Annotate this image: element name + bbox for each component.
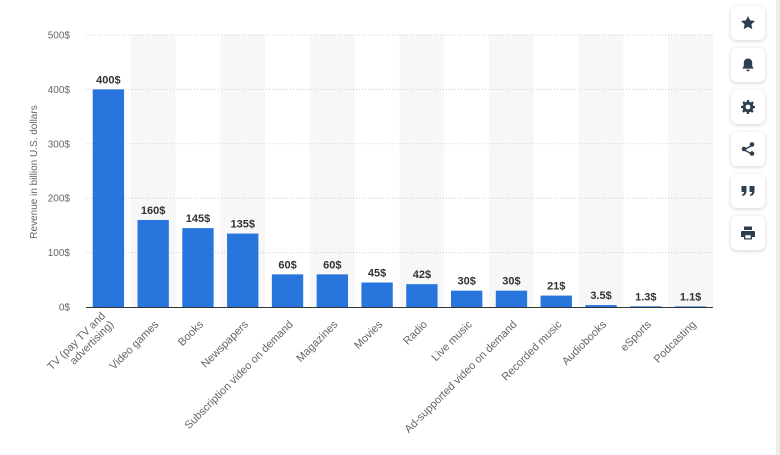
data-label: 60$ bbox=[278, 259, 296, 271]
data-label: 145$ bbox=[186, 213, 210, 225]
data-label: 21$ bbox=[547, 281, 565, 293]
data-label: 60$ bbox=[323, 259, 341, 271]
bar[interactable] bbox=[316, 274, 348, 307]
notification-button[interactable] bbox=[731, 48, 765, 82]
data-label: 135$ bbox=[231, 219, 255, 231]
favorite-button[interactable] bbox=[731, 6, 765, 40]
data-labels: 400$ 160$ 145$ 135$ 60$ 60$ 45$ 42$ 30$ 30$ 21$ 3.5… bbox=[96, 74, 701, 303]
settings-button[interactable] bbox=[731, 90, 765, 124]
data-label: 3.5$ bbox=[590, 290, 611, 302]
bar[interactable] bbox=[451, 290, 483, 307]
bar[interactable] bbox=[630, 306, 662, 307]
print-icon bbox=[741, 226, 755, 240]
column-band bbox=[668, 35, 713, 307]
category-label: Podcasting bbox=[652, 319, 699, 366]
y-axis-title: Revenue in billion U.S. dollars bbox=[29, 105, 40, 238]
scrollbar-track[interactable] bbox=[776, 0, 780, 455]
y-tick-label: 400$ bbox=[48, 85, 71, 96]
share-button[interactable] bbox=[731, 132, 765, 166]
bar-chart: 0$ 100$ 200$ 300$ 400$ 500$ 400$ 160$ 145$ 135$ 6… bbox=[29, 31, 713, 436]
bar[interactable] bbox=[137, 219, 169, 307]
column-band bbox=[309, 35, 355, 307]
data-label: 42$ bbox=[413, 269, 431, 281]
bar[interactable] bbox=[495, 290, 528, 307]
bar[interactable] bbox=[227, 233, 259, 307]
category-label: Books bbox=[176, 318, 206, 348]
category-label: Radio bbox=[401, 319, 430, 348]
data-label: 45$ bbox=[368, 268, 386, 280]
bar[interactable] bbox=[585, 305, 617, 307]
column-band bbox=[578, 35, 624, 307]
bar[interactable] bbox=[182, 228, 214, 307]
star-icon bbox=[741, 16, 755, 30]
share-icon bbox=[741, 142, 755, 156]
data-label: 1.3$ bbox=[635, 291, 656, 303]
bar[interactable] bbox=[361, 282, 393, 307]
category-label: Live music bbox=[430, 318, 476, 364]
y-tick-label: 100$ bbox=[48, 248, 71, 259]
data-label: 30$ bbox=[502, 276, 520, 288]
data-label: 30$ bbox=[457, 276, 475, 288]
cite-button[interactable] bbox=[731, 174, 765, 208]
data-label: 1.1$ bbox=[680, 291, 701, 303]
toolbar bbox=[731, 6, 767, 258]
category-label: Audiobooks bbox=[560, 318, 609, 367]
bar[interactable] bbox=[271, 274, 304, 307]
column-bands bbox=[130, 35, 713, 307]
category-label: TV (pay TV andadvertising) bbox=[45, 310, 116, 381]
bell-icon bbox=[742, 58, 754, 72]
y-tick-label: 200$ bbox=[48, 194, 71, 205]
bar[interactable] bbox=[406, 284, 438, 307]
gridlines bbox=[86, 34, 713, 254]
column-band bbox=[489, 35, 534, 307]
quote-icon bbox=[741, 186, 755, 196]
category-label: Movies bbox=[352, 318, 385, 351]
bar[interactable] bbox=[674, 306, 707, 307]
gear-icon bbox=[741, 100, 755, 114]
category-label: eSports bbox=[619, 318, 655, 354]
data-label: 400$ bbox=[96, 74, 120, 86]
y-axis-ticks: 0$ 100$ 200$ 300$ 400$ 500$ bbox=[48, 31, 71, 314]
data-label: 160$ bbox=[141, 205, 165, 217]
y-tick-label: 500$ bbox=[48, 31, 71, 42]
x-axis-labels: TV (pay TV andadvertising)Video games Boo… bbox=[45, 310, 699, 436]
y-tick-label: 0$ bbox=[59, 303, 71, 314]
bars bbox=[92, 89, 707, 308]
print-button[interactable] bbox=[731, 216, 765, 250]
bar[interactable] bbox=[92, 89, 125, 308]
column-band bbox=[399, 35, 445, 307]
bar[interactable] bbox=[540, 295, 572, 307]
category-label: Magazines bbox=[294, 318, 340, 364]
y-tick-label: 300$ bbox=[48, 139, 71, 150]
